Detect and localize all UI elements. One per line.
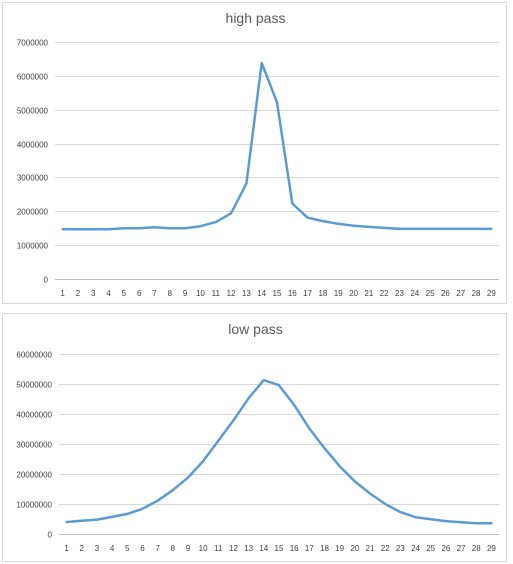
low-pass-x-tick-label: 13 xyxy=(244,544,253,553)
low-pass-x-tick-label: 24 xyxy=(411,544,420,553)
high-pass-x-tick-label: 17 xyxy=(303,289,312,298)
high-pass-x-tick-label: 13 xyxy=(242,289,251,298)
low-pass-x-tick-label: 17 xyxy=(305,544,314,553)
high-pass-chart: high pass 0 1000000 2000000 3000000 4000000 50… xyxy=(17,10,499,298)
high-pass-x-tick-label: 28 xyxy=(472,289,481,298)
high-pass-x-tick-label: 25 xyxy=(426,289,435,298)
low-pass-x-tick-label: 11 xyxy=(214,544,223,553)
low-pass-x-tick-label: 27 xyxy=(457,544,466,553)
high-pass-y-tick-label: 1000000 xyxy=(17,242,49,251)
low-pass-x-tick-label: 23 xyxy=(396,544,405,553)
high-pass-x-tick-label: 18 xyxy=(318,289,327,298)
low-pass-x-tick-label: 19 xyxy=(335,544,344,553)
high-pass-y-tick-label: 3000000 xyxy=(17,174,49,183)
high-pass-chart-title: high pass xyxy=(226,10,286,26)
low-pass-x-tick-label: 16 xyxy=(290,544,299,553)
high-pass-x-tick-label: 19 xyxy=(334,289,343,298)
high-pass-x-tick-label: 27 xyxy=(456,289,465,298)
low-pass-x-tick-label: 4 xyxy=(110,544,115,553)
high-pass-y-tick-label: 6000000 xyxy=(17,73,49,82)
high-pass-x-tick-label: 26 xyxy=(441,289,450,298)
high-pass-x-tick-label: 15 xyxy=(273,289,282,298)
low-pass-x-tick-label: 26 xyxy=(441,544,450,553)
low-pass-x-tick-label: 29 xyxy=(487,544,496,553)
high-pass-x-tick-label: 8 xyxy=(168,289,173,298)
low-pass-x-tick-label: 8 xyxy=(171,544,176,553)
high-pass-x-tick-label: 12 xyxy=(227,289,236,298)
low-pass-chart-title: low pass xyxy=(228,321,282,337)
low-pass-x-tick-label: 9 xyxy=(186,544,191,553)
low-pass-x-tick-label: 3 xyxy=(95,544,100,553)
high-pass-chart-panel: high pass 0 1000000 2000000 3000000 4000000 50… xyxy=(2,2,507,304)
low-pass-chart-panel: low pass 0 10000000 20000000 30000000 4000000… xyxy=(2,313,507,562)
high-pass-y-tick-label: 5000000 xyxy=(17,107,49,116)
low-pass-y-tick-label: 60000000 xyxy=(16,351,52,360)
low-pass-y-tick-label: 20000000 xyxy=(16,471,52,480)
high-pass-x-tick-label: 4 xyxy=(106,289,111,298)
low-pass-y-tick-label: 0 xyxy=(48,531,53,540)
low-pass-y-tick-label: 50000000 xyxy=(16,381,52,390)
high-pass-y-tick-label: 7000000 xyxy=(17,39,49,48)
low-pass-x-tick-label: 15 xyxy=(275,544,284,553)
low-pass-x-tick-label: 5 xyxy=(125,544,130,553)
high-pass-x-tick-label: 24 xyxy=(410,289,419,298)
low-pass-y-tick-label: 10000000 xyxy=(16,501,52,510)
low-pass-x-tick-label: 2 xyxy=(80,544,85,553)
high-pass-x-tick-label: 2 xyxy=(76,289,81,298)
high-pass-x-tick-label: 1 xyxy=(60,289,65,298)
low-pass-x-tick-label: 12 xyxy=(229,544,238,553)
high-pass-x-tick-label: 6 xyxy=(137,289,142,298)
low-pass-y-tick-label: 40000000 xyxy=(16,411,52,420)
high-pass-x-tick-label: 5 xyxy=(122,289,127,298)
low-pass-x-tick-label: 20 xyxy=(350,544,359,553)
high-pass-x-tick-label: 22 xyxy=(380,289,389,298)
high-pass-x-tick-label: 20 xyxy=(349,289,358,298)
low-pass-x-tick-label: 18 xyxy=(320,544,329,553)
high-pass-x-tick-label: 3 xyxy=(91,289,96,298)
high-pass-y-tick-label: 4000000 xyxy=(17,141,49,150)
high-pass-x-tick-label: 9 xyxy=(183,289,188,298)
low-pass-x-tick-label: 14 xyxy=(259,544,268,553)
high-pass-y-tick-label: 0 xyxy=(44,276,49,285)
high-pass-x-tick-label: 16 xyxy=(288,289,297,298)
high-pass-x-tick-label: 23 xyxy=(395,289,404,298)
low-pass-chart: low pass 0 10000000 20000000 30000000 4000000… xyxy=(16,321,499,553)
low-pass-y-tick-label: 30000000 xyxy=(16,441,52,450)
low-pass-x-tick-label: 7 xyxy=(155,544,160,553)
high-pass-x-tick-label: 11 xyxy=(212,289,221,298)
low-pass-x-tick-label: 25 xyxy=(426,544,435,553)
high-pass-x-tick-label: 29 xyxy=(487,289,496,298)
low-pass-x-tick-label: 22 xyxy=(381,544,390,553)
low-pass-x-tick-label: 6 xyxy=(140,544,145,553)
high-pass-x-tick-label: 21 xyxy=(364,289,373,298)
low-pass-series-line xyxy=(65,378,493,525)
high-pass-series-line xyxy=(61,61,493,231)
low-pass-x-tick-label: 21 xyxy=(366,544,375,553)
high-pass-x-tick-label: 14 xyxy=(257,289,266,298)
high-pass-y-tick-label: 2000000 xyxy=(17,208,49,217)
high-pass-x-tick-label: 7 xyxy=(152,289,157,298)
low-pass-x-tick-label: 10 xyxy=(199,544,208,553)
high-pass-x-tick-label: 10 xyxy=(196,289,205,298)
low-pass-x-tick-label: 28 xyxy=(472,544,481,553)
low-pass-x-tick-label: 1 xyxy=(64,544,69,553)
